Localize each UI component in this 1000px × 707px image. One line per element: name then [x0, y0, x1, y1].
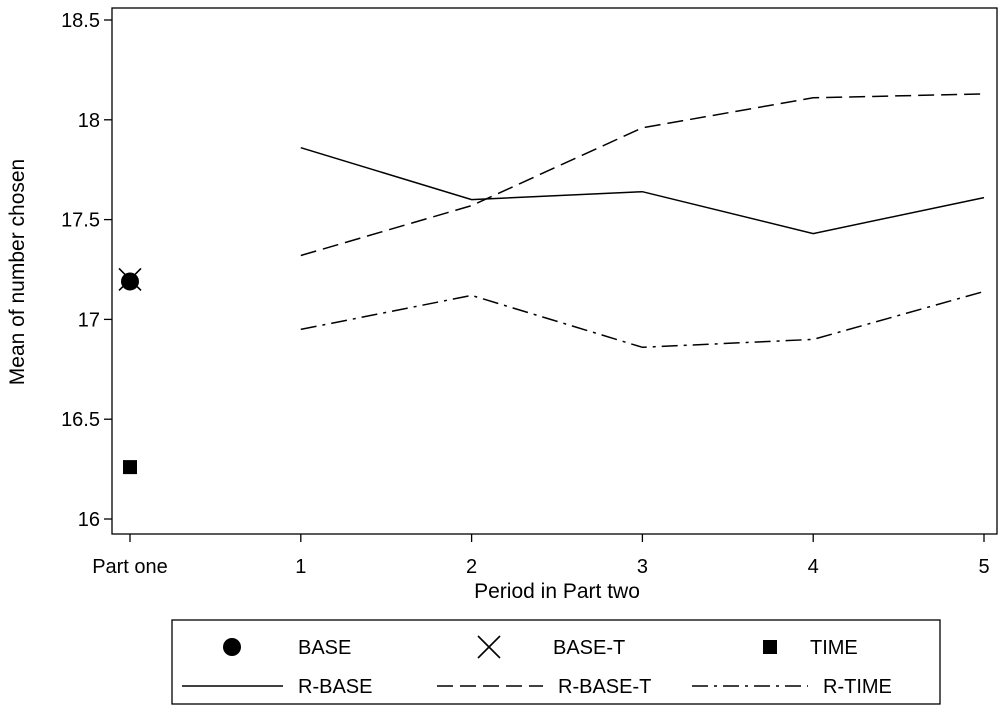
- x-axis-title: Period in Part two: [474, 580, 640, 603]
- y-tick-label: 16.5: [61, 409, 100, 431]
- x-tick-label: 2: [466, 556, 477, 578]
- x-tick-label: 1: [295, 556, 306, 578]
- y-axis-title: Mean of number chosen: [6, 159, 29, 385]
- point-base-t: [118, 267, 142, 292]
- point-base: [121, 272, 139, 291]
- legend-label: R-BASE-T: [558, 676, 651, 698]
- part-one-markers: [118, 267, 142, 475]
- y-tick-label: 17: [78, 309, 100, 331]
- legend-label: BASE: [298, 637, 351, 659]
- series-line-r-base: [300, 146, 985, 235]
- y-tick-label: 16: [78, 509, 100, 531]
- series-line-r-time: [300, 290, 985, 349]
- legend-box: [171, 619, 941, 705]
- y-tick-label: 17.5: [61, 210, 100, 232]
- legend-label: R-BASE: [298, 676, 372, 698]
- x-marker-stroke: [477, 635, 501, 659]
- x-tick-label: 3: [637, 556, 648, 578]
- plot-frame: [111, 7, 998, 535]
- legend-label: TIME: [810, 637, 858, 659]
- legend-label: BASE-T: [553, 637, 625, 659]
- point-time: [123, 460, 137, 475]
- legend-marker-time: [763, 640, 777, 654]
- series-line-r-base-t: [300, 93, 985, 257]
- x-tick-label: 5: [978, 556, 989, 578]
- legend-label: R-TIME: [823, 676, 892, 698]
- series-lines: [300, 93, 985, 349]
- y-axis: 16 16.5 17 17.5 18 18.5: [61, 10, 112, 531]
- legend-marker-base-t: [477, 635, 501, 659]
- x-marker-stroke: [118, 267, 142, 292]
- x-tick-label: 4: [808, 556, 819, 578]
- x-axis: Part one 1 2 3 4 5: [92, 534, 990, 578]
- plot-area-border: [111, 7, 998, 535]
- y-tick-label: 18: [78, 110, 100, 132]
- legend-marker-base: [223, 638, 241, 656]
- x-tick-label: Part one: [92, 556, 168, 578]
- y-tick-label: 18.5: [61, 10, 100, 32]
- legend: BASE BASE-T TIME R-BASE R-BASE-T R-TIME: [171, 619, 941, 705]
